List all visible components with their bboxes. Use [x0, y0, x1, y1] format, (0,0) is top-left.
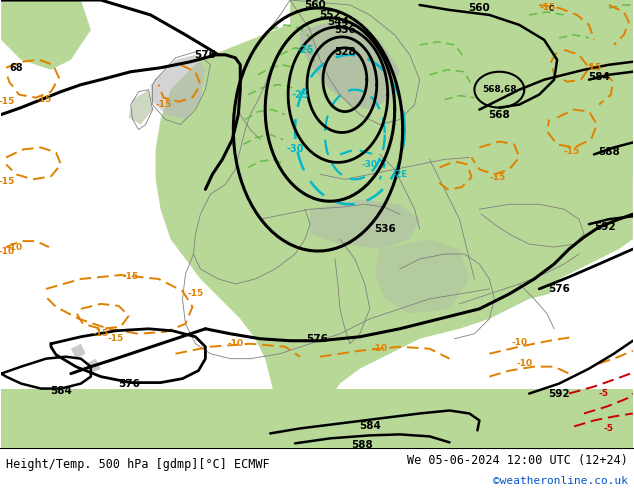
Text: 584: 584 — [50, 386, 72, 395]
Text: 588: 588 — [351, 441, 373, 450]
Text: 552: 552 — [319, 10, 341, 20]
Text: 592: 592 — [594, 222, 616, 232]
Text: 528: 528 — [334, 47, 356, 57]
Text: 544: 544 — [327, 17, 349, 27]
Text: -5: -5 — [604, 424, 614, 433]
Text: -10: -10 — [0, 246, 14, 256]
Text: Height/Temp. 500 hPa [gdmp][°C] ECMWF: Height/Temp. 500 hPa [gdmp][°C] ECMWF — [6, 458, 270, 471]
Text: 68: 68 — [10, 63, 23, 73]
Text: -2E: -2E — [392, 170, 407, 179]
Text: 576: 576 — [548, 284, 570, 294]
Polygon shape — [1, 389, 633, 448]
Text: 536: 536 — [334, 25, 356, 35]
Text: 584: 584 — [359, 421, 381, 431]
Polygon shape — [1, 0, 91, 70]
Text: -15: -15 — [155, 100, 172, 109]
Polygon shape — [290, 0, 420, 140]
Text: -15: -15 — [489, 173, 505, 182]
Text: 560: 560 — [469, 3, 490, 13]
Text: -15: -15 — [122, 272, 139, 281]
Polygon shape — [439, 0, 633, 179]
Text: -10: -10 — [6, 243, 22, 251]
Text: -15: -15 — [0, 97, 15, 106]
Text: -25: -25 — [291, 90, 309, 99]
Polygon shape — [151, 55, 205, 120]
Text: -10: -10 — [372, 344, 388, 353]
Text: -15: -15 — [564, 147, 580, 156]
Text: 592: 592 — [548, 389, 570, 398]
Text: -25: -25 — [296, 45, 314, 55]
Polygon shape — [86, 359, 101, 373]
Text: 576: 576 — [195, 50, 216, 60]
Text: -10: -10 — [516, 359, 533, 368]
Text: -15: -15 — [539, 3, 555, 12]
Text: -15: -15 — [36, 95, 52, 104]
Polygon shape — [375, 239, 469, 314]
Text: -10: -10 — [227, 339, 243, 348]
Text: 560: 560 — [304, 0, 326, 10]
Text: ©weatheronline.co.uk: ©weatheronline.co.uk — [493, 476, 628, 486]
Polygon shape — [129, 90, 153, 124]
Polygon shape — [155, 0, 633, 448]
Text: 576: 576 — [306, 334, 328, 344]
Polygon shape — [310, 199, 420, 249]
Polygon shape — [71, 344, 86, 359]
Text: -30: -30 — [362, 160, 378, 169]
Text: 584: 584 — [588, 72, 610, 82]
Text: -15: -15 — [187, 290, 204, 298]
Text: -5: -5 — [599, 389, 609, 398]
Text: -15: -15 — [586, 63, 602, 72]
Text: 568: 568 — [488, 110, 510, 120]
Text: 576: 576 — [118, 379, 139, 389]
Text: 568,68: 568,68 — [482, 85, 517, 94]
Polygon shape — [300, 20, 399, 110]
Text: -15: -15 — [0, 177, 15, 186]
Text: -15: -15 — [93, 329, 109, 338]
Text: c: c — [548, 3, 554, 13]
Text: We 05-06-2024 12:00 UTC (12+24): We 05-06-2024 12:00 UTC (12+24) — [407, 454, 628, 466]
Text: -15: -15 — [108, 334, 124, 343]
Text: -10: -10 — [511, 338, 527, 347]
Text: 536: 536 — [374, 224, 396, 234]
Text: -30: -30 — [287, 145, 304, 154]
Text: 588: 588 — [598, 147, 620, 157]
